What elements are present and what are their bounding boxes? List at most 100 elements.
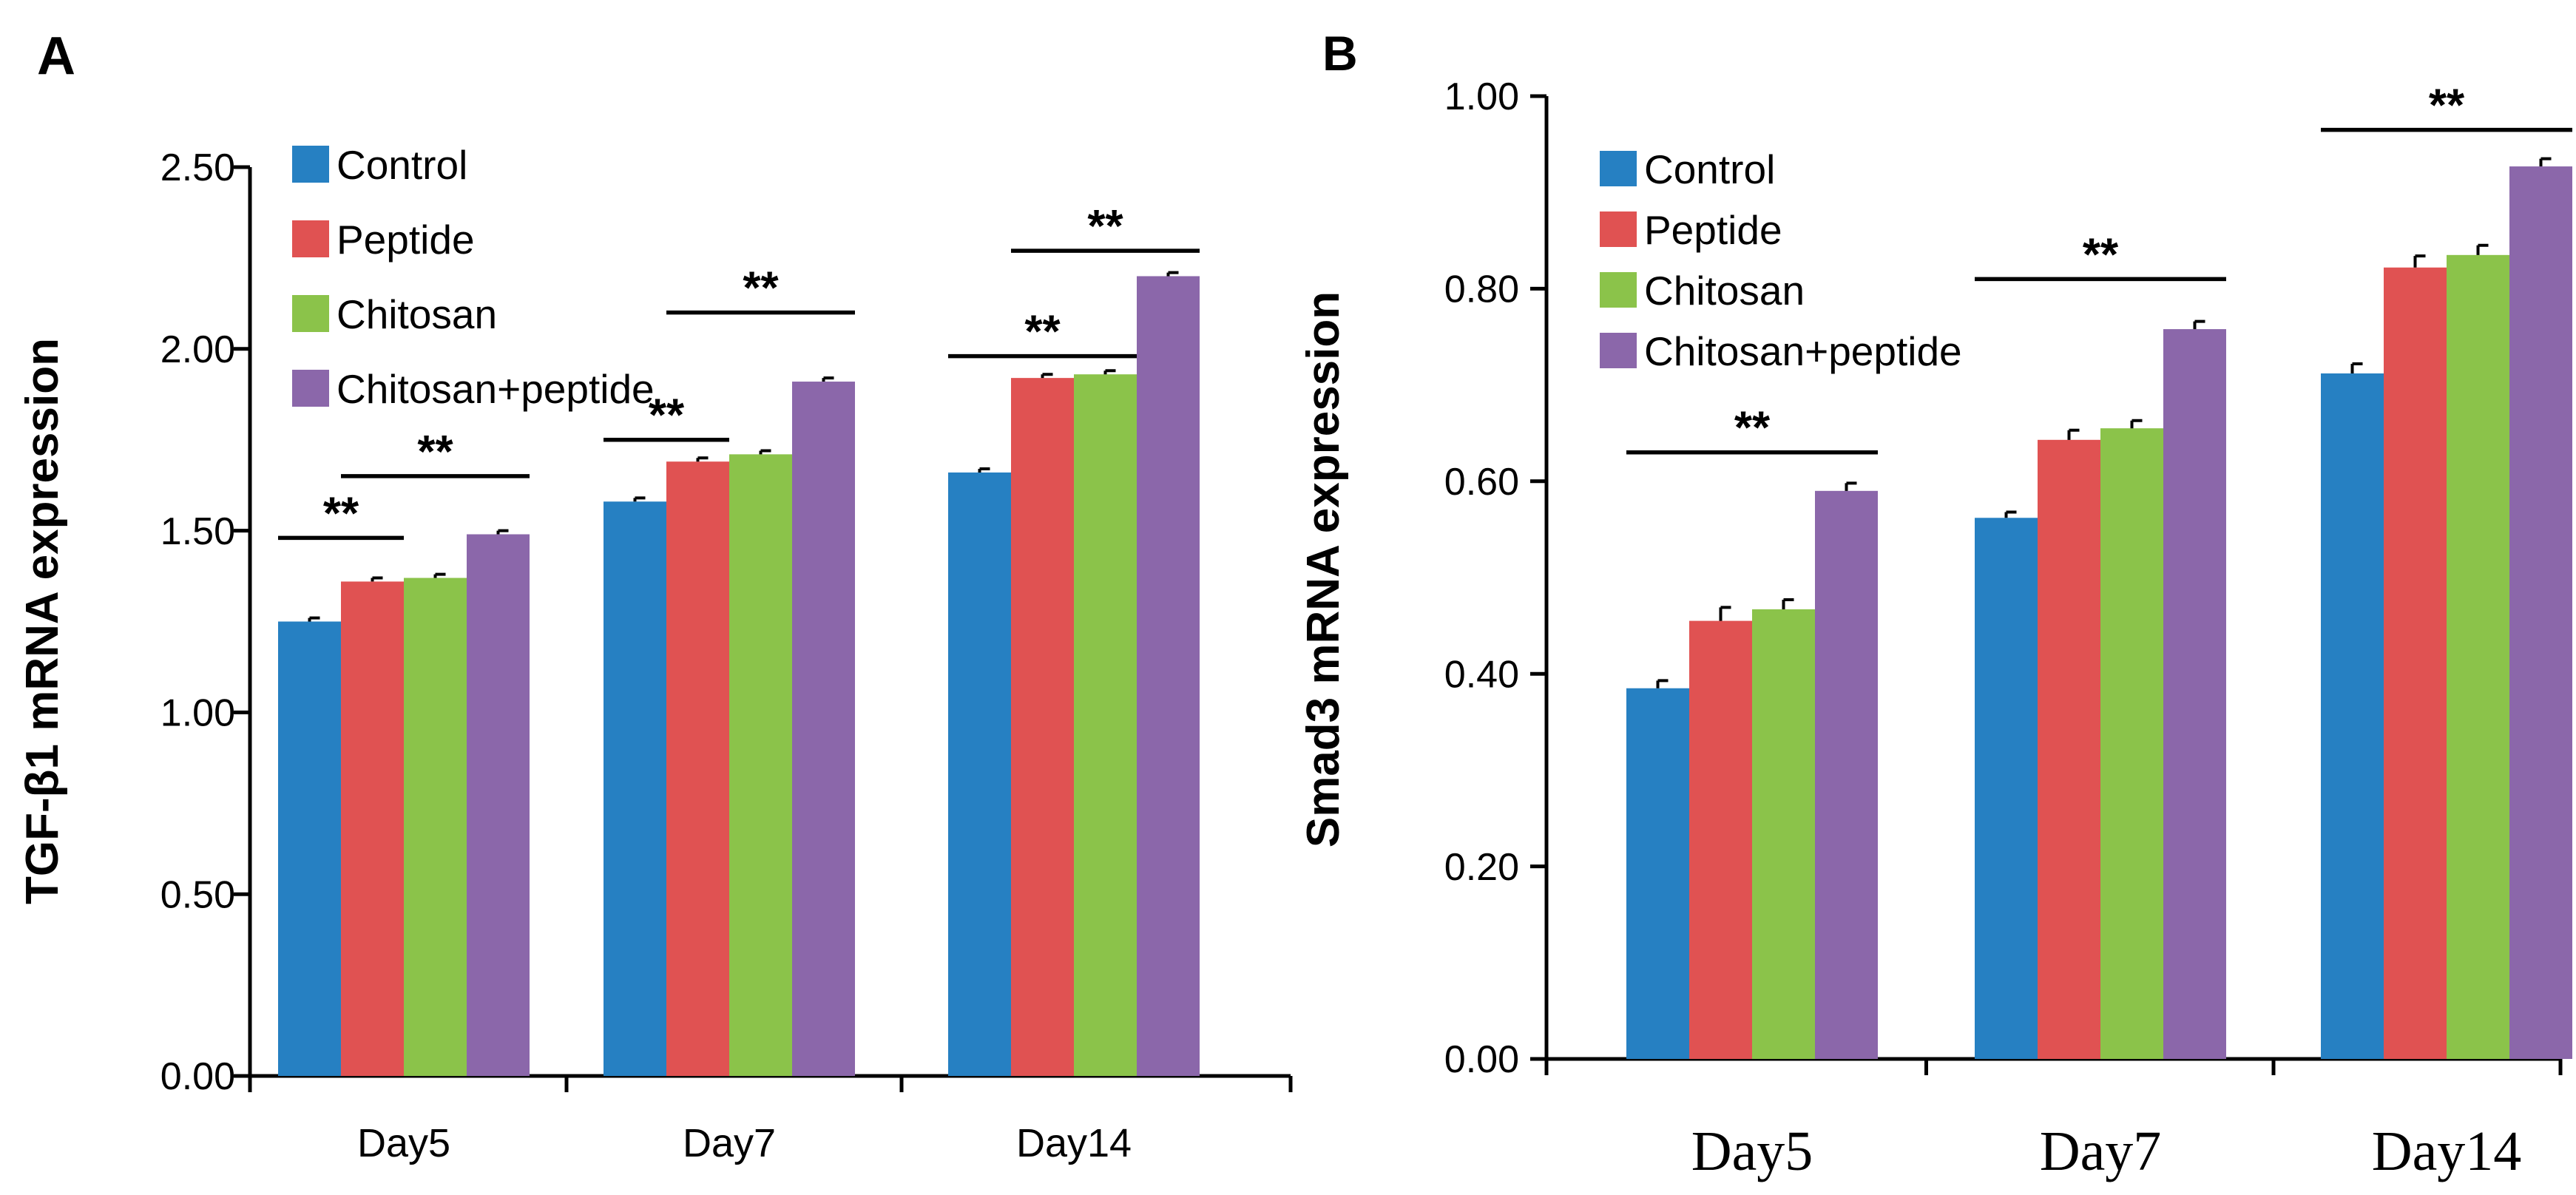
bar-control-day7: [1975, 518, 2038, 1059]
panel-label: A: [37, 27, 75, 86]
y-tick-label: 1.00: [160, 692, 235, 735]
bar-chitosan-day14: [2447, 254, 2509, 1060]
significance-marker: **: [2083, 229, 2119, 280]
significance-marker: **: [2429, 81, 2465, 132]
error-bar: [1041, 373, 1053, 379]
y-tick-label: 0.00: [1444, 1038, 1519, 1081]
bar-chitosan-day7: [2100, 428, 2163, 1059]
bar-chitosan-day5: [1752, 609, 1815, 1059]
bar-chitosan-peptide-day7: [2163, 329, 2226, 1060]
y-tick-label: 0.20: [1444, 846, 1519, 889]
bar-control-day5: [278, 621, 341, 1076]
error-bar: [978, 467, 990, 473]
error-bar: [1719, 606, 1731, 621]
bar-chitosan-peptide-day7: [792, 382, 855, 1076]
significance-marker: **: [1734, 403, 1771, 454]
y-tick-label: 2.00: [160, 328, 235, 371]
legend-label: Chitosan+peptide: [337, 366, 655, 412]
significance-marker: **: [417, 427, 453, 478]
legend-swatch: [292, 370, 329, 407]
error-bar: [822, 376, 834, 382]
legend-swatch: [1600, 272, 1637, 308]
error-bar: [2004, 510, 2017, 518]
significance-marker: **: [323, 488, 359, 539]
legend-label: Control: [1644, 146, 1775, 192]
bar-peptide-day14: [1011, 378, 1074, 1076]
error-bar: [759, 449, 771, 455]
bar-chitosan-day7: [729, 454, 792, 1076]
legend-swatch: [1600, 333, 1637, 368]
y-tick-label: 1.50: [160, 510, 235, 553]
error-bar: [1782, 598, 1794, 609]
significance-marker: **: [1087, 201, 1123, 252]
legend-label: Control: [337, 142, 467, 188]
significance-marker: **: [649, 390, 685, 441]
legend-swatch: [292, 220, 329, 257]
panel-label: B: [1322, 26, 1358, 81]
y-tick-label: 0.40: [1444, 653, 1519, 696]
x-tick-label: Day5: [1691, 1120, 1813, 1182]
legend-label: Peptide: [1644, 207, 1782, 253]
legend-label: Chitosan: [337, 291, 497, 337]
bar-peptide-day5: [341, 581, 404, 1076]
bar-chitosan-peptide-day14: [1137, 276, 1200, 1077]
x-tick-label: Day14: [1016, 1121, 1132, 1165]
bar-control-day7: [604, 501, 666, 1076]
significance-marker: **: [743, 263, 779, 314]
bar-chitosan-peptide-day5: [1815, 490, 1878, 1059]
panel-a: A TGF-β1 mRNA expression 0.00 0.50 1.00 1.50 2…: [17, 27, 1293, 1165]
y-axis-label: Smad3 mRNA expression: [1298, 291, 1349, 847]
legend-label: Peptide: [337, 217, 475, 263]
bar-peptide-day14: [2384, 267, 2447, 1060]
y-tick-label: 1.00: [1444, 75, 1519, 118]
error-bar: [2350, 362, 2363, 373]
bar-control-day5: [1626, 688, 1689, 1059]
legend-label: Chitosan+peptide: [1644, 328, 1962, 374]
x-tick-label: Day5: [357, 1121, 450, 1165]
error-bar: [2539, 157, 2552, 167]
error-bar: [2193, 319, 2205, 330]
bar-control-day14: [2321, 373, 2384, 1059]
x-tick-label: Day14: [2372, 1120, 2522, 1182]
significance-marker: **: [1024, 307, 1061, 358]
error-bar: [2130, 419, 2143, 429]
legend: Control Peptide Chitosan Chitosan+peptide: [1600, 146, 1962, 374]
legend-swatch: [1600, 211, 1637, 247]
error-bar: [633, 496, 646, 502]
legend-label: Chitosan: [1644, 268, 1805, 314]
bar-chitosan-peptide-day5: [467, 534, 530, 1076]
legend-swatch: [1600, 151, 1637, 186]
y-tick-label: 2.50: [160, 146, 235, 189]
y-tick-label: 0.50: [160, 873, 235, 916]
bar-peptide-day5: [1689, 620, 1752, 1059]
error-bar: [1103, 369, 1116, 375]
bar-chitosan-day14: [1074, 374, 1137, 1076]
y-axis-label: TGF-β1 mRNA expression: [17, 338, 68, 904]
legend-swatch: [292, 295, 329, 332]
bar-chitosan-peptide-day14: [2509, 166, 2572, 1059]
error-bar: [1656, 679, 1669, 688]
error-bar: [2413, 254, 2426, 268]
x-tick-label: Day7: [683, 1121, 776, 1165]
panel-b: B Smad3 mRNA expression 0.00 0.20 0.40 0.60 0.…: [1298, 26, 2572, 1182]
error-bar: [2067, 428, 2080, 440]
bar-control-day14: [948, 472, 1011, 1076]
error-bar: [433, 572, 446, 578]
error-bar: [1166, 271, 1179, 277]
error-bar: [2476, 243, 2489, 255]
y-tick-label: 0.60: [1444, 461, 1519, 504]
y-tick-label: 0.80: [1444, 268, 1519, 311]
bar-peptide-day7: [666, 461, 729, 1076]
bar-chitosan-day5: [404, 578, 467, 1076]
error-bar: [308, 616, 320, 622]
error-bar: [696, 456, 709, 462]
error-bar: [371, 576, 383, 582]
bar-peptide-day7: [2038, 439, 2100, 1059]
y-tick-label: 0.00: [160, 1055, 235, 1098]
error-bar: [496, 529, 509, 535]
x-tick-label: Day7: [2040, 1120, 2162, 1182]
error-bar: [1845, 481, 1857, 491]
legend-swatch: [292, 146, 329, 183]
legend: Control Peptide Chitosan Chitosan+peptide: [292, 142, 655, 412]
